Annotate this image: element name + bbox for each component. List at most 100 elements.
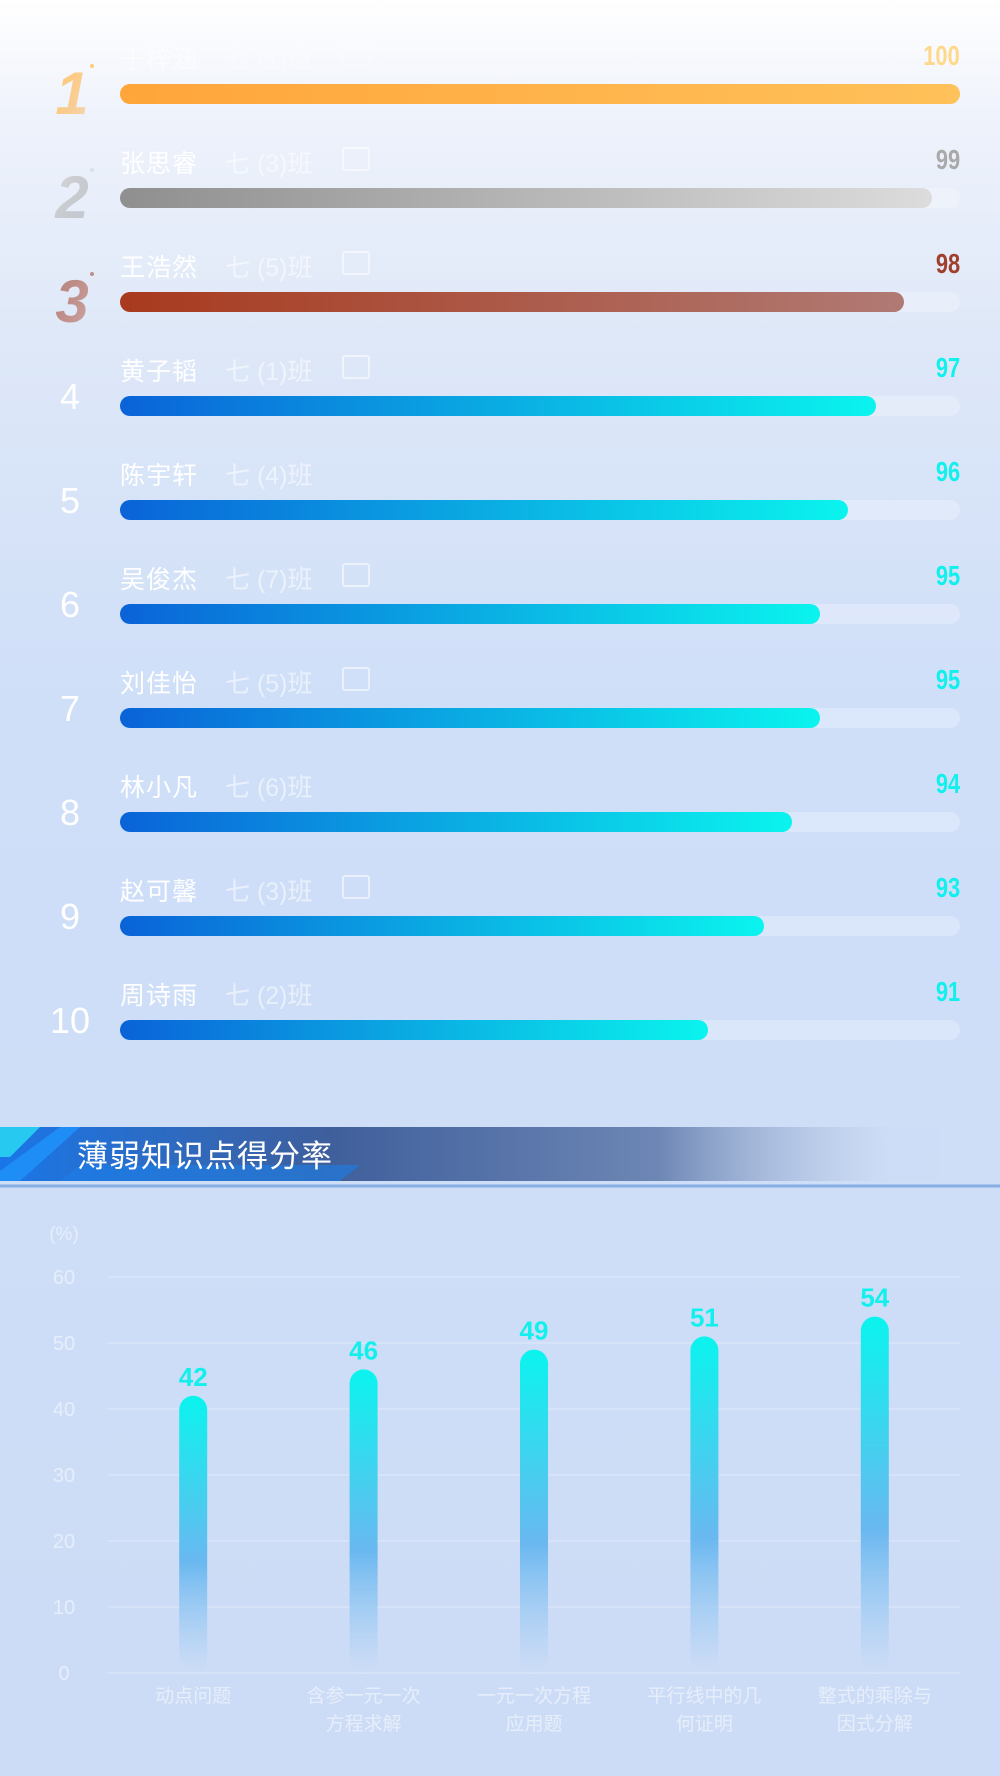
- x-tick-label: 何证明: [676, 1713, 733, 1735]
- student-class: 七 (4)班: [225, 462, 313, 490]
- svg-text:1: 1: [55, 60, 88, 127]
- class-badge-icon: [342, 875, 370, 899]
- score-bar-fill: [120, 1020, 708, 1040]
- student-score: 95: [935, 560, 960, 591]
- ranking-row: 9 赵可馨七 (3)班 93: [0, 872, 1000, 976]
- student-name: 陈宇轩: [120, 462, 199, 490]
- score-bar-fill: [120, 396, 876, 416]
- student-name: 周诗雨: [120, 982, 199, 1010]
- x-tick-label: 方程求解: [326, 1713, 402, 1735]
- bar-value-label: 51: [690, 1302, 719, 1332]
- section-header-banner: [0, 1127, 1000, 1188]
- bar: [349, 1369, 378, 1673]
- rank-number: 10: [49, 1000, 91, 1041]
- y-tick-label: 40: [53, 1399, 75, 1421]
- score-bar-fill: [120, 916, 764, 936]
- y-tick-label: 20: [53, 1531, 75, 1553]
- ranking-row: 3 王浩然七 (5)班 98: [0, 248, 1000, 352]
- student-score: 99: [935, 144, 960, 175]
- ranking-row: 2 张思睿七 (3)班 99: [0, 144, 1000, 248]
- x-tick-label: 整式的乘除与: [818, 1685, 932, 1707]
- svg-text:2: 2: [54, 164, 88, 231]
- bar: [690, 1336, 719, 1673]
- student-score: 100: [923, 40, 960, 71]
- score-bar-track: [120, 1020, 960, 1040]
- student-score: 94: [935, 768, 960, 799]
- student-class: 七 (2)班: [225, 982, 313, 1010]
- student-name: 吴俊杰: [120, 566, 199, 594]
- student-score: 93: [935, 872, 960, 903]
- y-tick-label: 50: [53, 1333, 75, 1355]
- student-name: 于梓涵: [120, 46, 199, 74]
- x-tick-label: 一元一次方程: [477, 1685, 591, 1707]
- bar-value-label: 54: [860, 1283, 889, 1313]
- student-name: 黄子韬: [120, 358, 199, 386]
- class-badge-icon: [342, 667, 370, 691]
- bar: [520, 1349, 548, 1673]
- score-bar-fill: [120, 500, 848, 520]
- bar-value-label: 46: [349, 1335, 378, 1365]
- rank-number: 6: [59, 584, 81, 625]
- score-bar-track: [120, 812, 960, 832]
- x-tick-label: 平行线中的几: [647, 1685, 761, 1707]
- ranking-row: 5 陈宇轩七 (4)班 96: [0, 456, 1000, 560]
- ranking-row: 10 周诗雨七 (2)班 91: [0, 976, 1000, 1080]
- x-tick-label: 含参一元一次: [307, 1685, 421, 1707]
- score-bar-fill: [120, 812, 792, 832]
- student-class: 七 (5)班: [225, 254, 313, 282]
- rank-number: 5: [59, 480, 81, 521]
- x-tick-label: 应用题: [505, 1713, 562, 1735]
- x-tick-label: 动点问题: [155, 1685, 231, 1707]
- y-tick-label: 10: [53, 1597, 75, 1619]
- class-badge-icon: [342, 563, 370, 587]
- y-tick-label: 0: [58, 1663, 69, 1685]
- student-class: 七 (6)班: [225, 774, 313, 802]
- score-bar-track: [120, 292, 960, 312]
- class-badge-icon: [342, 251, 370, 275]
- score-bar-fill: [120, 292, 904, 312]
- ranking-row: 7 刘佳怡七 (5)班 95: [0, 664, 1000, 768]
- student-name: 刘佳怡: [120, 670, 199, 698]
- score-bar-track: [120, 396, 960, 416]
- rank-number: 4: [59, 376, 81, 417]
- ranking-row: 6 吴俊杰七 (7)班 95: [0, 560, 1000, 664]
- class-badge-icon: [342, 43, 370, 67]
- score-bar-track: [120, 500, 960, 520]
- class-badge-icon: [342, 147, 370, 171]
- rank-number: 7: [59, 688, 81, 729]
- student-name: 王浩然: [120, 254, 199, 282]
- ranking-row: 1 于梓涵七 (1)班 100: [0, 40, 1000, 144]
- score-bar-track: [120, 84, 960, 104]
- bronze-medal-icon: 3: [55, 268, 94, 335]
- score-bar-track: [120, 188, 960, 208]
- student-class: 七 (1)班: [225, 46, 313, 74]
- rank-number: 8: [59, 792, 81, 833]
- student-class: 七 (5)班: [225, 670, 313, 698]
- silver-medal-icon: 2: [54, 164, 94, 231]
- gold-medal-icon: 1: [55, 60, 94, 127]
- y-tick-label: 60: [53, 1267, 75, 1289]
- student-name: 赵可馨: [120, 878, 199, 906]
- score-bar-track: [120, 604, 960, 624]
- student-name: 张思睿: [120, 150, 199, 178]
- score-bar-fill: [120, 604, 820, 624]
- ranking-row: 8 林小凡七 (6)班 94: [0, 768, 1000, 872]
- student-score: 98: [935, 248, 960, 279]
- score-bar-fill: [120, 708, 820, 728]
- student-class: 七 (3)班: [225, 150, 313, 178]
- y-axis-label: (%): [49, 1224, 79, 1245]
- bar: [860, 1316, 889, 1673]
- score-bar-fill: [120, 84, 960, 104]
- section-title: 薄弱知识点得分率: [77, 1139, 333, 1174]
- score-bar-track: [120, 916, 960, 936]
- student-score: 96: [935, 456, 960, 487]
- student-name: 林小凡: [120, 774, 199, 802]
- student-class: 七 (7)班: [225, 566, 313, 594]
- bar-value-label: 49: [520, 1316, 549, 1346]
- class-badge-icon: [342, 355, 370, 379]
- student-class: 七 (1)班: [225, 358, 313, 386]
- score-bar-fill: [120, 188, 932, 208]
- student-score: 91: [935, 976, 960, 1007]
- bar: [179, 1395, 208, 1673]
